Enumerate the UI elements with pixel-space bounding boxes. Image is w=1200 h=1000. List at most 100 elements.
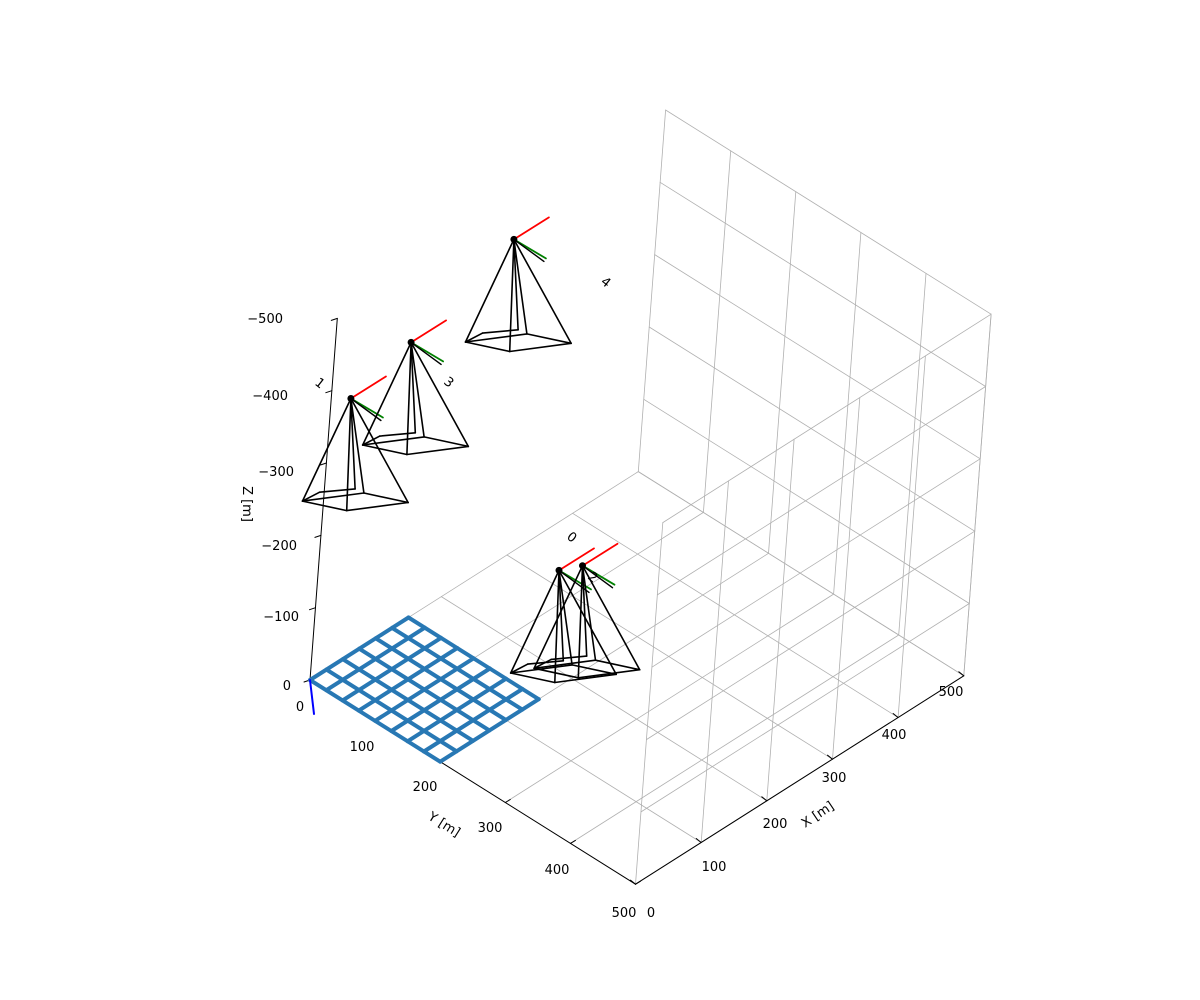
z-tick [309, 607, 316, 611]
x-tick [827, 754, 833, 760]
checkerboard-line [308, 615, 411, 682]
grid-line [703, 150, 732, 513]
x-tick [958, 671, 965, 677]
grid-line [635, 522, 664, 885]
checkerboard [308, 615, 541, 764]
y-tick-label: 500 [612, 906, 637, 921]
camera-label: 1 [312, 375, 328, 392]
grid-line [637, 109, 666, 473]
grid-line [665, 109, 992, 315]
grid-line [637, 471, 965, 677]
z-axis-label: Z [m] [239, 486, 254, 522]
camera-frustum-edge [301, 492, 365, 502]
camera-frustum-edge [509, 663, 529, 674]
grid-line [832, 397, 861, 760]
camera-frustum-edge [410, 341, 425, 438]
grid-line [651, 458, 981, 668]
checkerboard-line [438, 697, 541, 764]
camera-x-axis [581, 542, 619, 567]
camera-frustum-edge [508, 238, 515, 353]
grid-line [440, 596, 768, 802]
x-axis-label: X [m] [799, 799, 837, 831]
z-tick [319, 462, 327, 466]
checkerboard-line [340, 635, 443, 703]
camera-frustum-edge [350, 397, 356, 490]
z-axis-line [309, 317, 338, 681]
x-tick-label: 200 [763, 817, 788, 832]
camera-frustum-edge [318, 488, 356, 494]
y-tick-label: 0 [296, 700, 304, 715]
camera-frustum-edge [361, 444, 408, 456]
camera-frustum-edge [301, 397, 352, 502]
x-tick-label: 100 [702, 860, 727, 875]
camera-id-labels: 0 1 2 3 4 [312, 274, 614, 586]
y-tick [504, 799, 511, 803]
camera-frustum-edge [406, 445, 470, 456]
x-tick-label: 400 [882, 728, 907, 743]
camera-frustum-edge [526, 333, 572, 345]
grid-line [897, 355, 926, 718]
camera-frustum-edge [513, 238, 528, 335]
checkerboard-line [405, 676, 509, 744]
grid-line [572, 512, 899, 718]
camera-frustum-edge [350, 397, 409, 504]
y-axis-label: Y [m] [424, 809, 462, 841]
camera-frustum-edge [361, 341, 412, 446]
camera-frustum-edge [350, 397, 365, 494]
grid-lines [309, 109, 992, 885]
grid-line [570, 634, 900, 844]
grid-line [662, 313, 992, 523]
camera-center [407, 338, 415, 346]
grid-line [768, 191, 797, 554]
camera-center [347, 395, 355, 402]
camera-x-axis [349, 375, 387, 400]
checkerboard-line [324, 625, 427, 693]
camera-frustum-edge [509, 664, 573, 674]
z-tick-label: 0 [283, 679, 291, 694]
z-tick-label: −300 [258, 465, 294, 480]
y-tick-label: 200 [413, 780, 438, 795]
camera-frustum-edge [513, 238, 572, 345]
camera-label: 4 [598, 274, 614, 291]
x-tick-label: 0 [647, 906, 655, 921]
camera-frustum-edge [550, 655, 588, 661]
camera-frustum-edge [464, 332, 484, 343]
camera-frustum-edge [410, 341, 417, 434]
grid-line [646, 530, 976, 740]
camera-frustum-edge [345, 501, 409, 512]
grid-line [963, 313, 992, 677]
camera-center [510, 235, 518, 243]
x-tick [761, 796, 768, 802]
y-tick-label: 100 [350, 740, 375, 755]
camera-frustum-edge [464, 238, 515, 343]
z-tick [325, 390, 333, 394]
z-tick [330, 317, 338, 321]
camera-frustum-edge [361, 436, 425, 446]
grid-line [766, 438, 795, 802]
x-tick-label: 500 [939, 685, 964, 700]
checkerboard-line [356, 646, 460, 713]
x-axis-line [635, 675, 965, 885]
camera-frustum-edge [378, 431, 417, 437]
camera-optical-axis [581, 565, 614, 589]
camera-frustum-edge [533, 658, 553, 670]
grid-line [898, 272, 927, 636]
camera-x-axis [513, 216, 550, 241]
camera-x-axis [558, 547, 595, 572]
y-tick [635, 880, 641, 885]
camera-frustum-edge [558, 569, 565, 662]
camera-frustum-edge [581, 564, 588, 657]
checkerboard-line [421, 687, 525, 754]
camera-frustum-edge [558, 569, 573, 666]
grid-line [700, 480, 729, 843]
x-tick-label: 300 [822, 771, 847, 786]
camera-label: 3 [441, 374, 457, 391]
camera-frustum-edge [509, 672, 556, 684]
camera-frustum-edge [513, 238, 519, 331]
x-tick [630, 879, 636, 885]
camera-frustum-edge [345, 397, 352, 512]
camera-optical-axis [410, 341, 442, 366]
camera-center [579, 562, 586, 570]
axis-panes [310, 110, 991, 884]
camera-frustum-edge [406, 341, 412, 456]
